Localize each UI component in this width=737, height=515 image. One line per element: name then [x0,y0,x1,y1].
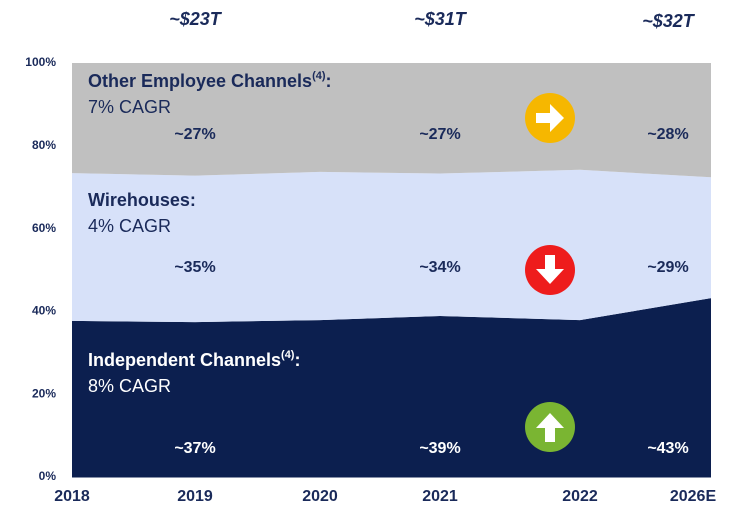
label-end: : [190,190,196,210]
arrow-up [536,413,564,442]
value-label: ~43% [647,440,688,457]
series-name-text: Other Employee Channels [88,71,312,91]
value-label: ~28% [647,126,688,143]
y-tick-label: 100% [25,55,56,69]
x-tick-label: 2020 [302,488,338,505]
footnote: (4) [312,70,326,82]
label-end: : [326,71,332,91]
series-name: Independent Channels(4): [88,349,300,370]
value-label: ~27% [174,126,215,143]
x-tick-label: 2019 [177,488,213,505]
labels: Independent Channels(4):8% CAGR~37% ~39% ~… [88,70,689,457]
area [72,63,711,178]
value-label: ~29% [647,259,688,276]
series-name-text: Wirehouses [88,190,190,210]
x-tick-label: 2026E [670,488,717,505]
value-label: ~34% [419,259,460,276]
arrow-right [536,104,564,132]
areas [72,63,711,477]
series-name: Wirehouses: [88,190,196,210]
value-label: ~35% [174,259,215,276]
x-tick-label: 2021 [422,488,458,505]
value-label: ~37% [174,440,215,457]
total-label: ~$31T [414,9,468,29]
x-tick-label: 2018 [54,488,90,505]
series-cagr: 4% CAGR [88,216,171,236]
trend-icons [525,93,575,452]
y-tick-label: 40% [32,304,56,318]
x-tick-label: 2022 [562,488,598,505]
value-label: ~27% [419,126,460,143]
value-label: ~39% [419,440,460,457]
series-cagr: 7% CAGR [88,97,171,117]
y-tick-label: 80% [32,138,56,152]
series-name: Other Employee Channels(4): [88,70,332,91]
label-end: : [294,350,300,370]
footnote: (4) [281,349,295,361]
total-label: ~$23T [169,9,223,29]
arrow-down [536,255,564,284]
series-name-text: Independent Channels [88,350,281,370]
y-tick-label: 20% [32,386,56,400]
total-label: ~$32T [642,11,696,31]
series-cagr: 8% CAGR [88,376,171,396]
y-tick-label: 0% [39,469,57,483]
y-tick-label: 60% [32,221,56,235]
